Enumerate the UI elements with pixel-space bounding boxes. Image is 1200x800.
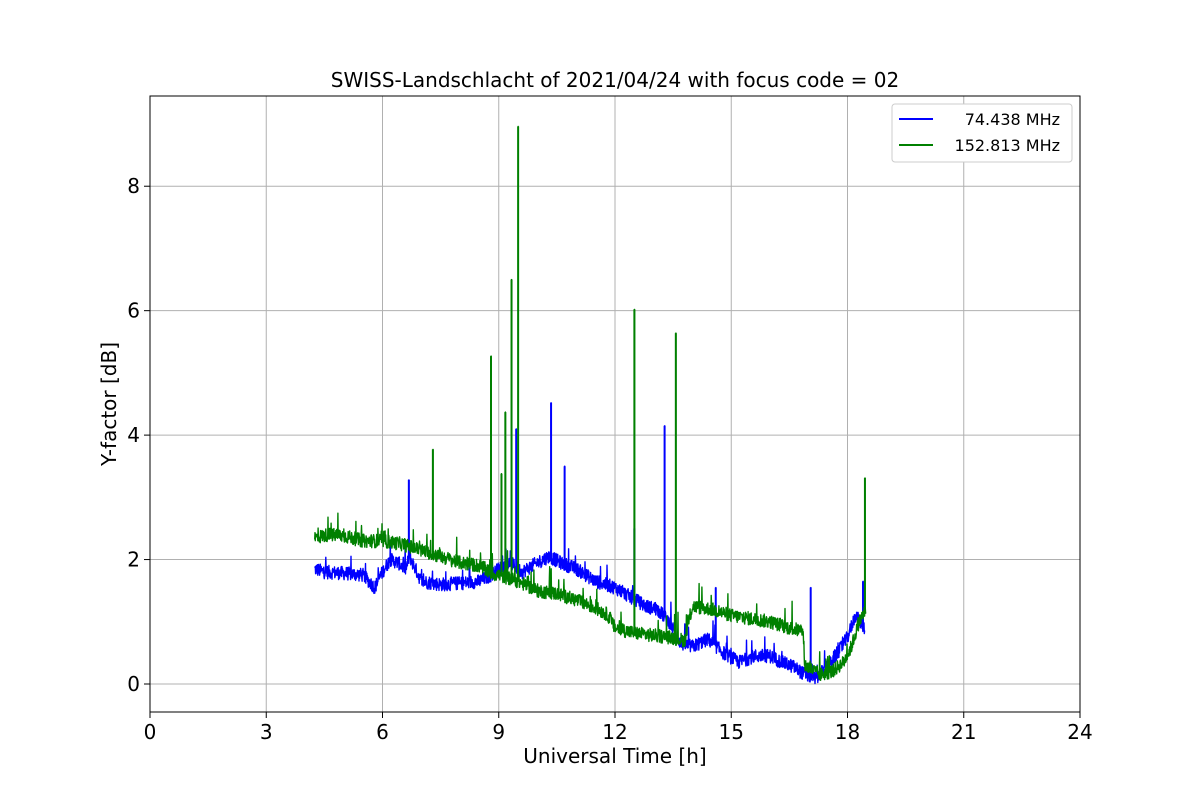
- series-line: [314, 402, 866, 685]
- x-tick-label: 6: [376, 720, 389, 744]
- y-tick-label: 2: [127, 548, 140, 572]
- legend: 74.438 MHz 152.813 MHz: [891, 103, 1073, 163]
- x-tick-label: 18: [835, 720, 860, 744]
- x-tick-label: 9: [492, 720, 505, 744]
- series-line: [314, 125, 867, 681]
- y-tick-label: 6: [127, 299, 140, 323]
- x-tick-label: 15: [719, 720, 744, 744]
- x-tick-label: 12: [602, 720, 627, 744]
- x-tick-label: 21: [951, 720, 976, 744]
- x-tick-label: 3: [260, 720, 273, 744]
- legend-entry: 74.438 MHz: [965, 110, 1060, 129]
- series-layer: [314, 125, 867, 685]
- x-axis-label: Universal Time [h]: [523, 744, 706, 768]
- y-tick-label: 8: [127, 174, 140, 198]
- chart-title: SWISS-Landschlacht of 2021/04/24 with fo…: [331, 68, 899, 92]
- x-tick-label: 0: [144, 720, 157, 744]
- y-axis-label: Y-factor [dB]: [97, 342, 121, 467]
- series-2: [314, 125, 867, 681]
- x-tick-label: 24: [1067, 720, 1092, 744]
- legend-entry: 152.813 MHz: [955, 136, 1060, 155]
- y-tick-label: 0: [127, 672, 140, 696]
- y-tick-label: 4: [127, 423, 140, 447]
- legend-box: [891, 103, 1073, 163]
